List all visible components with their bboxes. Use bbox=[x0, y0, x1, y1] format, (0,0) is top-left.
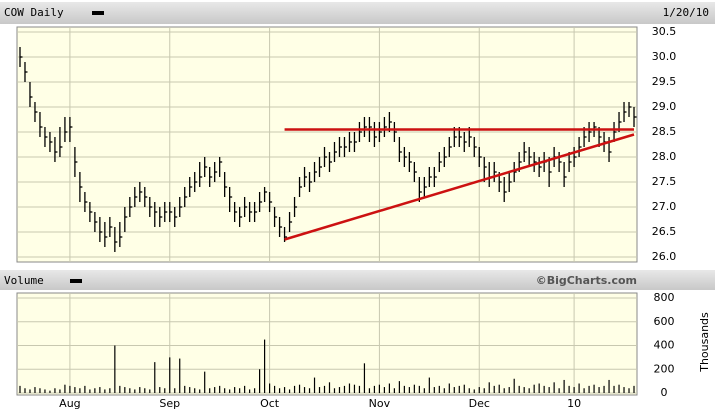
y-tick-label: 800 bbox=[654, 291, 675, 304]
legend-swatch bbox=[92, 11, 104, 15]
y-tick-label: 29.5 bbox=[652, 75, 677, 88]
y-tick-label: 30.0 bbox=[652, 50, 677, 63]
y-tick-label: 28.0 bbox=[652, 150, 677, 163]
y-tick-label: 600 bbox=[654, 315, 675, 328]
header-band bbox=[0, 2, 715, 24]
y-tick-label: 30.5 bbox=[652, 25, 677, 38]
chart-title: COW Daily bbox=[4, 6, 64, 19]
y-tick-label: 200 bbox=[654, 362, 675, 375]
x-tick-label: Oct bbox=[260, 397, 280, 410]
y-tick-label: 400 bbox=[654, 339, 675, 352]
x-tick-label: Nov bbox=[369, 397, 391, 410]
y-tick-label: 27.0 bbox=[652, 200, 677, 213]
y-tick-label: 26.0 bbox=[652, 250, 677, 263]
volume-header-band bbox=[0, 270, 715, 290]
x-tick-label: Aug bbox=[59, 397, 80, 410]
trend-line bbox=[284, 133, 635, 241]
date-label: 1/20/10 bbox=[663, 6, 709, 19]
y-tick-label: 26.5 bbox=[652, 225, 677, 238]
source: ©BigCharts.com bbox=[536, 274, 637, 287]
y-axis-title: Thousands bbox=[698, 312, 711, 373]
volume-plot-area bbox=[16, 292, 638, 396]
y-tick-label: 28.5 bbox=[652, 125, 677, 138]
x-tick-label: Dec bbox=[469, 397, 490, 410]
x-tick-label: Sep bbox=[159, 397, 180, 410]
y-tick-label: 0 bbox=[661, 386, 668, 399]
x-tick-label: 10 bbox=[567, 397, 581, 410]
y-tick-label: 27.5 bbox=[652, 175, 677, 188]
y-tick-label: 29.0 bbox=[652, 100, 677, 113]
volume-title: Volume bbox=[4, 274, 44, 287]
legend-swatch bbox=[70, 279, 82, 283]
